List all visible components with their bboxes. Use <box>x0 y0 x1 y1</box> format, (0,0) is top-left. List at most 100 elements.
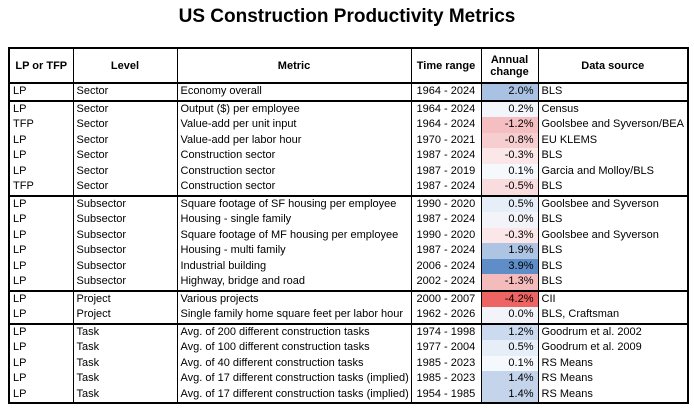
cell-metric: Value-add per unit input <box>176 117 411 133</box>
cell-level: Task <box>72 322 177 340</box>
cell-data-source: BLS <box>537 148 688 164</box>
cell-time-range: 1954 - 1985 <box>410 386 481 403</box>
cell-data-source: BLS <box>537 179 688 196</box>
cell-annual-change: 2.0% <box>480 83 538 101</box>
cell-time-range: 1964 - 2024 <box>410 117 481 133</box>
cell-level: Task <box>72 340 177 356</box>
cell-metric: Square footage of MF housing per employe… <box>176 227 411 243</box>
cell-annual-change: -0.8% <box>480 132 538 148</box>
cell-lp-or-tfp: LP <box>13 228 27 241</box>
cell-annual-change: 1.9% <box>480 243 538 259</box>
cell-time-range: 2002 - 2024 <box>410 274 481 291</box>
cell-time-range: 1977 - 2004 <box>410 340 481 356</box>
metrics-table: LP or TFP Level Metric Time range Annual… <box>8 47 689 404</box>
cell-annual-change: 1.4% <box>480 371 538 387</box>
column-header-metric: Metric <box>176 48 411 84</box>
table-row: LP Subsector Square footage of MF housin… <box>9 227 688 243</box>
cell-time-range: 1974 - 1998 <box>410 322 481 340</box>
table-row: TFP Sector Value-add per unit input 1964… <box>9 117 688 133</box>
cell-data-source: Goodrum et al. 2009 <box>537 340 688 356</box>
cell-data-source: Goolsbee and Syverson/BEA <box>537 117 688 133</box>
cell-data-source: RS Means <box>537 355 688 371</box>
cell-data-source: BLS <box>537 274 688 291</box>
cell-level: Project <box>72 289 177 307</box>
cell-metric: Construction sector <box>176 179 411 196</box>
table-row: LP Subsector Square footage of SF housin… <box>9 194 688 212</box>
cell-lp-or-tfp: LP <box>13 85 27 97</box>
cell-annual-change: -0.3% <box>480 148 538 164</box>
cell-data-source: BLS <box>537 83 688 101</box>
cell-annual-change: 0.0% <box>480 307 538 324</box>
cell-metric: Avg. of 200 different construction tasks <box>176 322 411 340</box>
cell-lp-or-tfp: LP <box>13 387 27 400</box>
cell-time-range: 1985 - 2023 <box>410 355 481 371</box>
column-header-time-range: Time range <box>410 48 481 84</box>
cell-time-range: 1962 - 2026 <box>410 307 481 324</box>
cell-time-range: 1987 - 2024 <box>410 243 481 259</box>
cell-metric: Avg. of 100 different construction tasks <box>176 340 411 356</box>
cell-data-source: CII <box>537 289 688 307</box>
cell-lp-or-tfp: LP <box>9 99 73 117</box>
table-row: LP Sector Economy overall 1964 - 2024 2.… <box>9 83 688 101</box>
cell-time-range: 2000 - 2007 <box>410 289 481 307</box>
cell-lp-or-tfp: LP <box>13 341 27 353</box>
cell-level: Subsector <box>72 227 177 243</box>
column-header-annual-change: Annual change <box>480 48 538 84</box>
table-row: LP Sector Output ($) per employee 1964 -… <box>9 99 688 117</box>
cell-metric: Value-add per labor hour <box>176 132 411 148</box>
cell-annual-change: 0.1% <box>480 355 538 371</box>
cell-lp-or-tfp: TFP <box>13 180 34 192</box>
column-header-data-source: Data source <box>537 48 688 84</box>
cell-lp-or-tfp: LP <box>13 149 27 161</box>
table-row: LP Sector Construction sector 1987 - 202… <box>9 148 688 164</box>
column-header-lp-or-tfp: LP or TFP <box>9 48 73 84</box>
cell-metric: Square footage of SF housing per employe… <box>176 194 411 212</box>
table-row: LP Subsector Highway, bridge and road 20… <box>9 274 688 291</box>
cell-lp-or-tfp: LP <box>13 164 27 177</box>
table-row: LP Task Avg. of 100 different constructi… <box>9 340 688 356</box>
cell-metric: Economy overall <box>176 83 411 101</box>
cell-level: Sector <box>72 132 177 148</box>
cell-level: Subsector <box>72 243 177 259</box>
cell-lp-or-tfp: LP <box>13 275 27 287</box>
cell-level: Task <box>72 386 177 403</box>
cell-lp-or-tfp: LP <box>13 213 27 225</box>
cell-metric: Housing - single family <box>176 212 411 228</box>
cell-level: Task <box>72 355 177 371</box>
cell-annual-change: -0.3% <box>480 227 538 243</box>
cell-annual-change: -0.5% <box>480 179 538 196</box>
cell-metric: Housing - multi family <box>176 243 411 259</box>
cell-time-range: 1970 - 2021 <box>410 132 481 148</box>
cell-time-range: 1990 - 2020 <box>410 194 481 212</box>
cell-data-source: Garcia and Molloy/BLS <box>537 163 688 179</box>
cell-annual-change: 0.2% <box>480 99 538 117</box>
cell-data-source: BLS, Craftsman <box>537 307 688 324</box>
table-row: LP Task Avg. of 17 different constructio… <box>9 386 688 403</box>
cell-metric: Avg. of 17 different construction tasks … <box>176 371 411 387</box>
table-row: LP Sector Value-add per labor hour 1970 … <box>9 132 688 148</box>
cell-data-source: BLS <box>537 258 688 274</box>
cell-data-source: EU KLEMS <box>537 132 688 148</box>
cell-annual-change: 0.5% <box>480 194 538 212</box>
cell-level: Project <box>72 307 177 324</box>
cell-metric: Various projects <box>176 289 411 307</box>
cell-time-range: 1987 - 2024 <box>410 148 481 164</box>
cell-lp-or-tfp: LP <box>13 244 27 256</box>
cell-data-source: Goolsbee and Syverson <box>537 227 688 243</box>
cell-level: Sector <box>72 99 177 117</box>
cell-time-range: 2006 - 2024 <box>410 258 481 274</box>
cell-time-range: 1990 - 2020 <box>410 227 481 243</box>
cell-time-range: 1987 - 2024 <box>410 179 481 196</box>
cell-level: Sector <box>72 148 177 164</box>
cell-lp-or-tfp: TFP <box>13 118 34 130</box>
table-row: LP Task Avg. of 17 different constructio… <box>9 371 688 387</box>
table-row: LP Task Avg. of 40 different constructio… <box>9 355 688 371</box>
table-row: LP Project Single family home square fee… <box>9 307 688 324</box>
table-row: LP Subsector Industrial building 2006 - … <box>9 258 688 274</box>
cell-level: Task <box>72 371 177 387</box>
cell-metric: Avg. of 40 different construction tasks <box>176 355 411 371</box>
table-body: LP Sector Economy overall 1964 - 2024 2.… <box>9 83 688 403</box>
table-row: LP Subsector Housing - multi family 1987… <box>9 243 688 259</box>
cell-metric: Construction sector <box>176 163 411 179</box>
cell-metric: Single family home square feet per labor… <box>176 307 411 324</box>
